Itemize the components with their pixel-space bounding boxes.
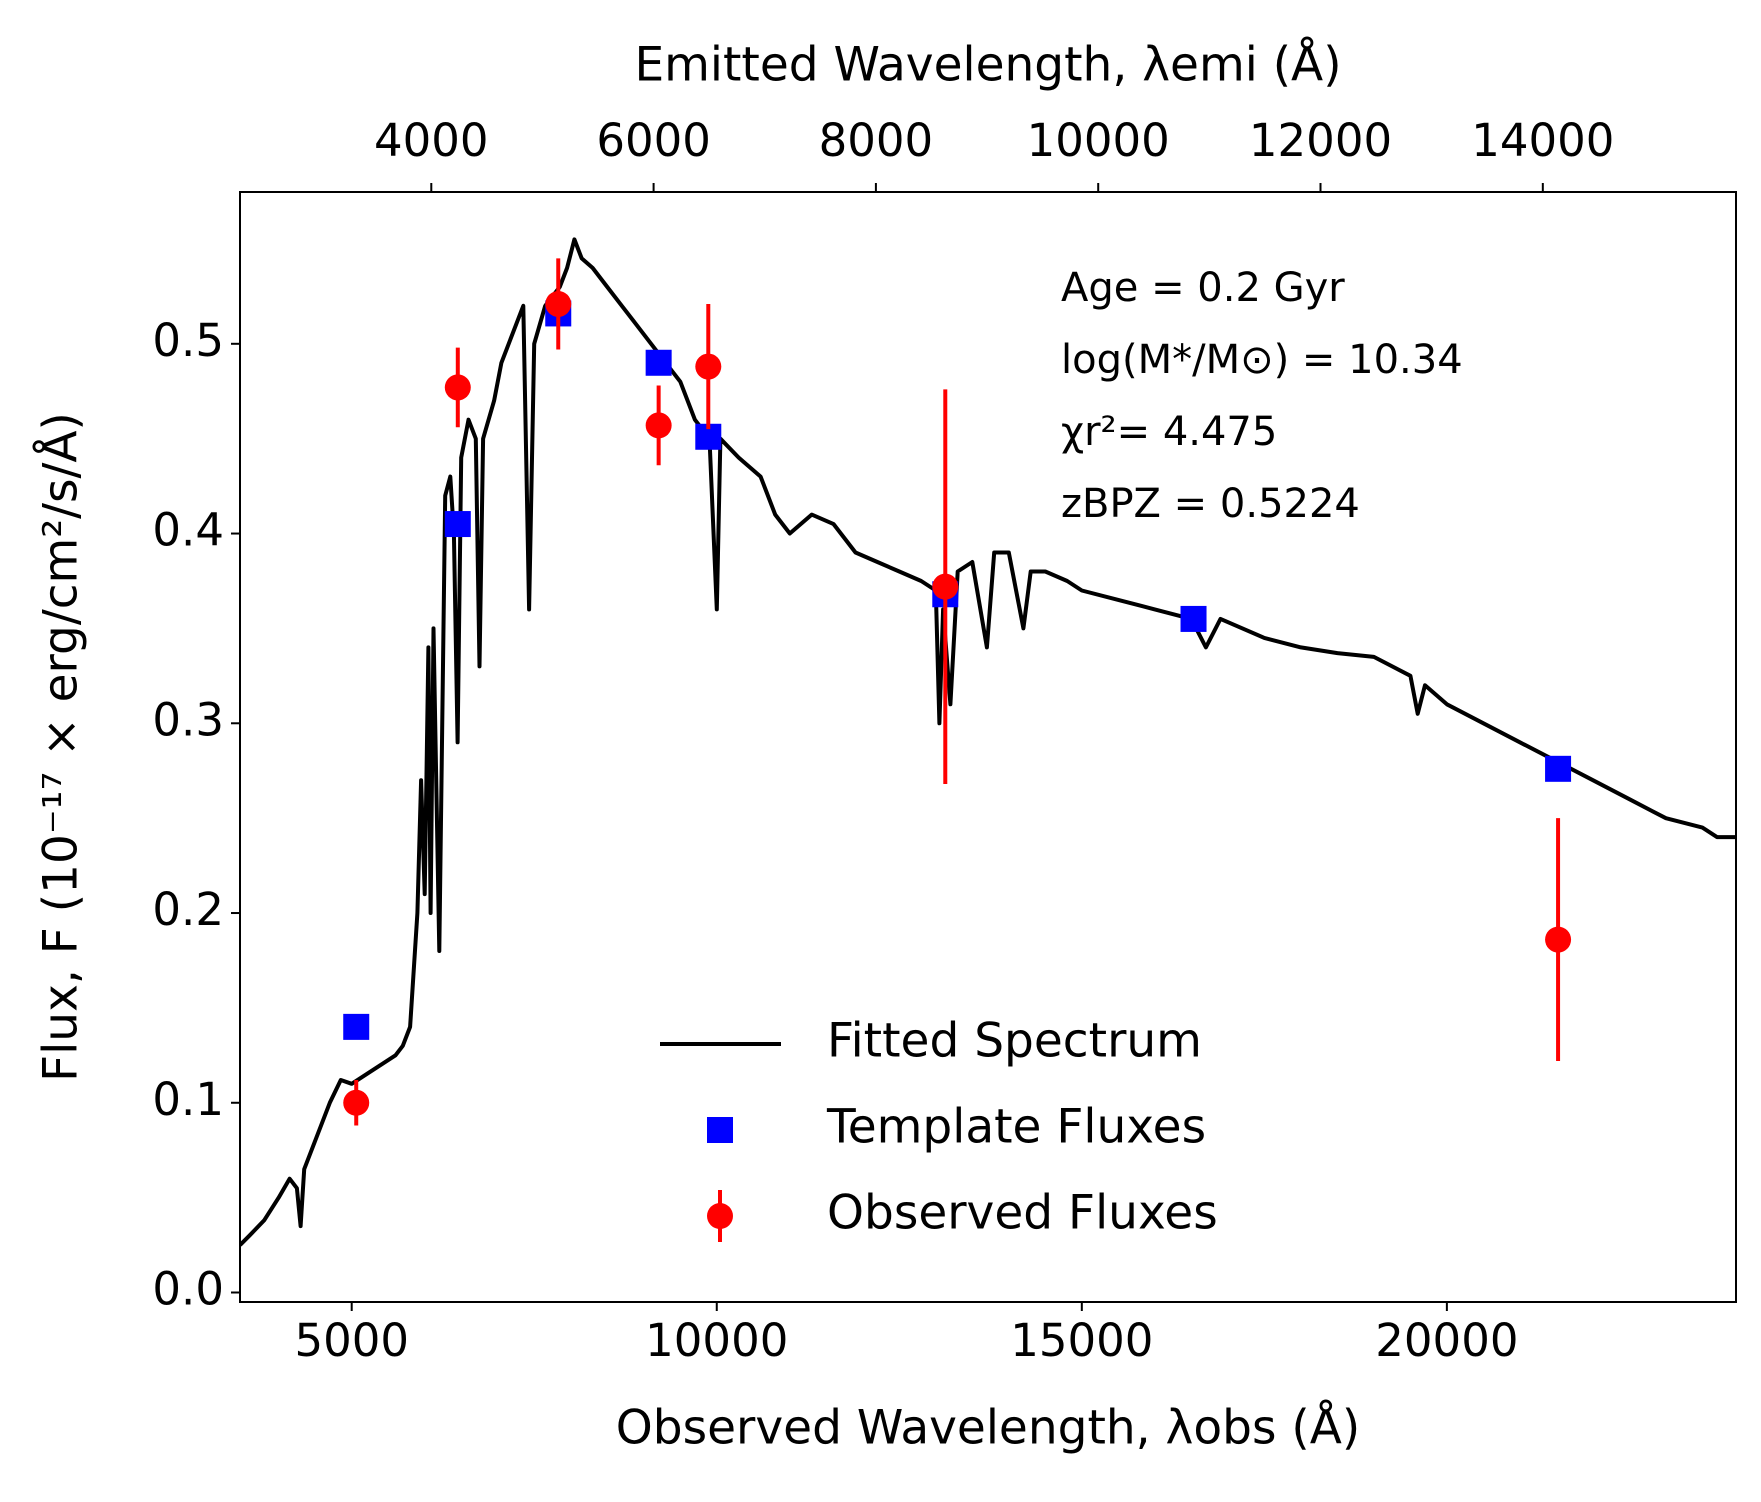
y-tick-label: 0.4: [152, 504, 224, 557]
x2-tick-label: 10000: [1027, 114, 1170, 167]
x2-tick-label: 8000: [819, 114, 934, 167]
x-tick-label: 5000: [294, 1314, 409, 1367]
legend-dot: [707, 1203, 733, 1229]
legend-square: [707, 1117, 733, 1143]
y-axis-label: Flux, F (10⁻¹⁷ × erg/cm²/s/Å): [34, 412, 89, 1082]
x2-axis-label: Emitted Wavelength, λemi (Å): [634, 38, 1341, 93]
observed-flux-marker: [343, 1089, 370, 1116]
observed-flux-marker: [545, 290, 572, 317]
template-flux-marker: [444, 511, 471, 538]
annotation: zBPZ = 0.5224: [1061, 481, 1360, 527]
y-tick-label: 0.3: [152, 693, 224, 746]
x2-tick-label: 14000: [1471, 114, 1614, 167]
y-tick-label: 0.2: [152, 883, 224, 936]
legend-label: Observed Fluxes: [827, 1186, 1218, 1241]
observed-flux-marker: [444, 374, 471, 401]
observed-flux-marker: [645, 412, 672, 439]
x-axis-label: Observed Wavelength, λobs (Å): [616, 1401, 1360, 1456]
annotation: Age = 0.2 Gyr: [1061, 265, 1345, 311]
y-tick-label: 0.1: [152, 1073, 224, 1126]
observed-flux-marker: [1545, 926, 1572, 953]
y-tick-label: 0.5: [152, 314, 224, 367]
template-flux-marker: [1545, 755, 1572, 782]
x-tick-label: 15000: [1010, 1314, 1153, 1367]
x-tick-label: 10000: [645, 1314, 788, 1367]
y-tick-label: 0.0: [152, 1263, 224, 1316]
template-flux-marker: [1180, 605, 1207, 632]
annotation: log(M*/M⊙) = 10.34: [1061, 337, 1463, 383]
x2-tick-label: 6000: [596, 114, 711, 167]
x2-tick-label: 4000: [374, 114, 489, 167]
observed-flux-marker: [932, 573, 959, 600]
legend-label: Fitted Spectrum: [827, 1014, 1202, 1069]
plot-frame: [239, 191, 1737, 1303]
template-flux-marker: [645, 349, 672, 376]
x-tick-label: 20000: [1375, 1314, 1518, 1367]
x2-tick-label: 12000: [1249, 114, 1392, 167]
observed-flux-marker: [695, 353, 722, 380]
legend-label: Template Fluxes: [826, 1100, 1206, 1155]
template-flux-marker: [343, 1013, 370, 1040]
annotation: χr²= 4.475: [1061, 409, 1277, 455]
